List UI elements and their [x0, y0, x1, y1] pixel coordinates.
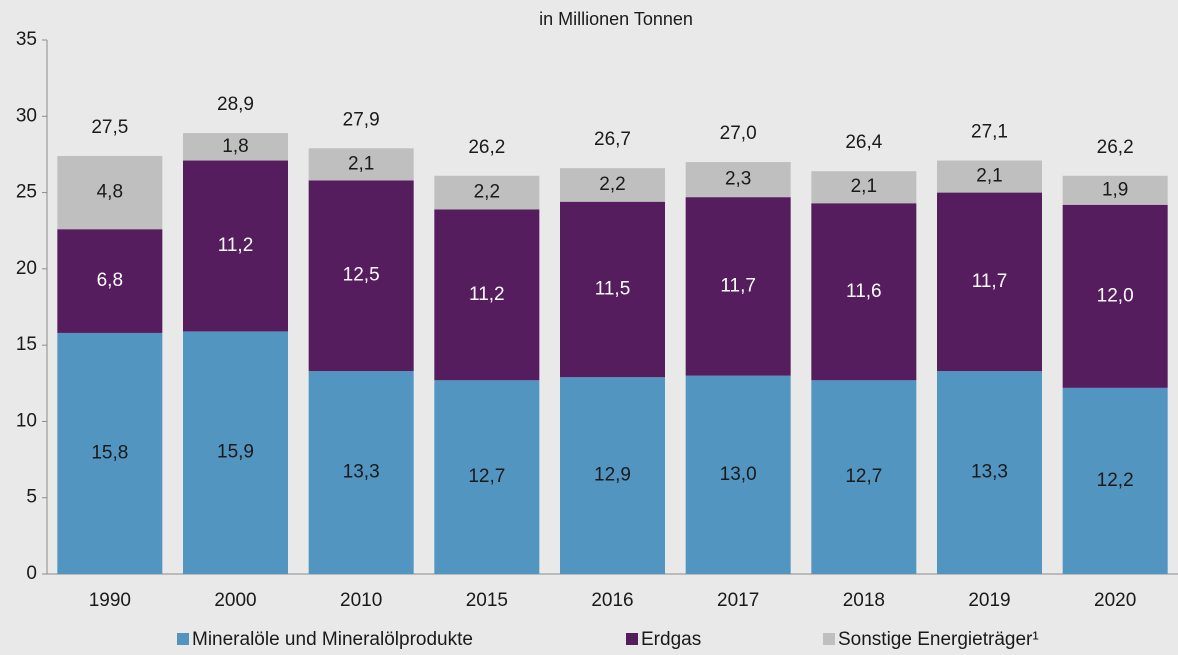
- value-label: 12,5: [343, 265, 380, 286]
- value-label: 12,7: [468, 466, 505, 487]
- value-label: 12,9: [594, 465, 631, 486]
- value-label: 1,9: [1102, 179, 1128, 200]
- bar-segment: [57, 155, 163, 230]
- value-label: 11,2: [469, 284, 505, 305]
- x-tick-label: 2016: [591, 590, 633, 611]
- total-label: 26,2: [468, 137, 505, 158]
- bar-segment: [1062, 387, 1168, 574]
- bar-segment: [183, 331, 288, 574]
- y-tick-label: 10: [16, 410, 37, 431]
- bar-segment: [685, 197, 791, 376]
- y-tick-label: 25: [16, 182, 37, 203]
- value-label: 2,2: [599, 174, 625, 195]
- y-tick-label: 5: [26, 487, 37, 508]
- value-label: 2,1: [851, 176, 877, 197]
- bar-segment: [308, 180, 414, 372]
- value-label: 11,7: [972, 271, 1008, 292]
- total-label: 27,9: [343, 109, 380, 130]
- y-tick-label: 35: [16, 29, 37, 50]
- legend-swatch: [626, 633, 638, 645]
- value-label: 2,1: [976, 166, 1002, 187]
- value-label: 1,8: [222, 136, 248, 157]
- value-label: 12,0: [1097, 285, 1134, 306]
- x-tick-label: 2020: [1094, 590, 1136, 611]
- x-tick-label: 2017: [717, 590, 759, 611]
- bar-segment: [434, 175, 540, 210]
- value-label: 11,7: [720, 275, 756, 296]
- value-label: 4,8: [97, 182, 123, 203]
- bar-segment: [434, 380, 540, 574]
- total-label: 28,9: [217, 94, 254, 115]
- value-label: 12,2: [1097, 470, 1134, 491]
- value-label: 2,3: [725, 169, 751, 190]
- bar-segment: [685, 162, 791, 198]
- x-tick-label: 2010: [340, 590, 382, 611]
- y-tick-label: 0: [26, 563, 37, 584]
- bar-segment: [183, 133, 288, 161]
- value-label: 11,2: [218, 235, 254, 256]
- bar-segment: [560, 168, 665, 202]
- bar-segment: [811, 171, 917, 204]
- value-label: 13,3: [971, 462, 1008, 483]
- value-label: 6,8: [97, 270, 123, 291]
- total-label: 27,0: [720, 123, 757, 144]
- bar-segment: [57, 332, 163, 574]
- x-tick-label: 2019: [968, 590, 1010, 611]
- y-tick-label: 30: [16, 105, 37, 126]
- value-label: 15,9: [217, 442, 254, 463]
- y-tick-label: 20: [16, 258, 37, 279]
- bar-segment: [434, 209, 540, 381]
- x-tick-label: 2018: [843, 590, 885, 611]
- value-label: 11,6: [846, 281, 882, 302]
- x-tick-label: 2000: [214, 590, 256, 611]
- total-label: 26,4: [845, 132, 882, 153]
- value-label: 2,2: [474, 182, 500, 203]
- bar-segment: [1062, 204, 1168, 388]
- value-label: 12,7: [845, 466, 882, 487]
- value-label: 13,3: [343, 462, 380, 483]
- total-label: 26,7: [594, 129, 631, 150]
- bar-segment: [937, 160, 1042, 193]
- legend-label: Sonstige Energieträger¹: [838, 629, 1039, 650]
- total-label: 27,5: [91, 117, 128, 138]
- bar-segment: [560, 377, 665, 574]
- bar-segment: [308, 148, 414, 181]
- value-label: 15,8: [91, 442, 128, 463]
- value-label: 13,0: [720, 464, 757, 485]
- bar-segment: [183, 160, 288, 332]
- chart-subtitle: in Millionen Tonnen: [539, 9, 693, 29]
- value-label: 2,1: [348, 153, 374, 174]
- legend-label: Mineralöle und Mineralölprodukte: [192, 629, 473, 650]
- bar-segment: [811, 380, 917, 574]
- bar-segment: [937, 371, 1042, 574]
- legend-swatch: [177, 633, 189, 645]
- x-tick-label: 1990: [89, 590, 131, 611]
- legend-label: Erdgas: [641, 629, 701, 650]
- bar-segment: [308, 371, 414, 574]
- bar-segment: [1062, 175, 1168, 205]
- y-tick-label: 15: [16, 334, 37, 355]
- bar-segment: [685, 375, 791, 574]
- value-label: 11,5: [595, 278, 631, 299]
- legend-swatch: [823, 633, 835, 645]
- total-label: 26,2: [1097, 137, 1134, 158]
- bar-segment: [560, 201, 665, 378]
- bar-segment: [811, 203, 917, 381]
- total-label: 27,1: [971, 122, 1008, 143]
- x-tick-label: 2015: [466, 590, 508, 611]
- bar-segment: [57, 229, 163, 333]
- bar-segment: [937, 192, 1042, 372]
